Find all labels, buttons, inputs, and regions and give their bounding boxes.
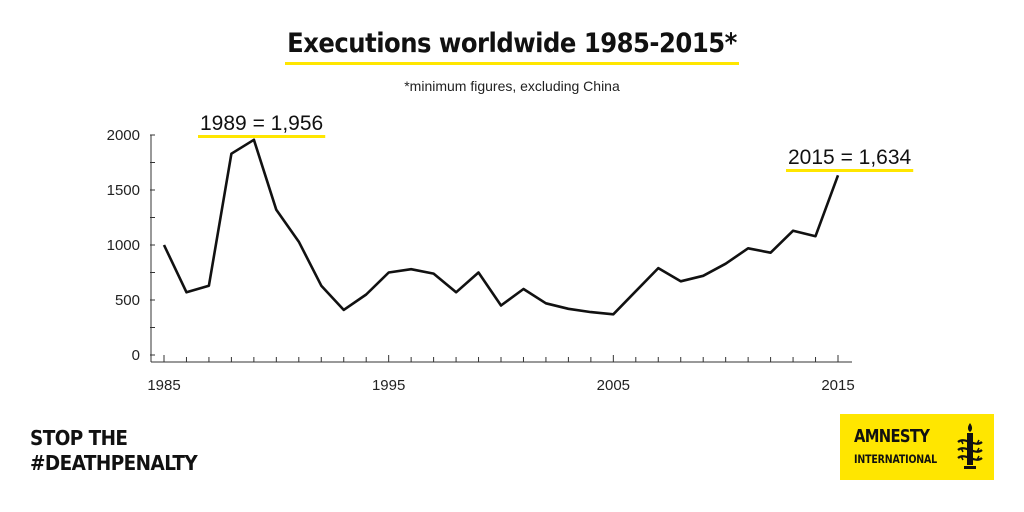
annotation-text: 1989 = 1,956 (200, 112, 323, 135)
logo-name: AMNESTY (854, 426, 930, 447)
candle-barbed-wire-icon (957, 423, 983, 469)
campaign-slogan: STOP THE #DEATHPENALTY (30, 426, 198, 476)
amnesty-logo: AMNESTY INTERNATIONAL (840, 414, 994, 480)
x-tick-label: 2005 (597, 377, 630, 394)
annotation-2015: 2015 = 1,634 (786, 146, 914, 172)
y-tick-label: 1500 (107, 182, 140, 199)
y-tick-label: 500 (115, 292, 140, 309)
x-tick-label: 1995 (372, 377, 405, 394)
annotation-1989: 1989 = 1,956 (198, 112, 326, 138)
y-tick-label: 0 (132, 347, 140, 364)
x-tick-label: 1985 (147, 377, 180, 394)
chart-subtitle: *minimum figures, excluding China (404, 78, 620, 94)
chart-title: Executions worldwide 1985-2015* (285, 28, 739, 65)
annotation-value: 1,956 (271, 112, 324, 135)
campaign-hashtag: #DEATHPENALTY (30, 451, 198, 475)
annotation-underline (786, 169, 914, 172)
x-tick-label: 2015 (821, 377, 854, 394)
y-axis-ticks: 0 500 1000 1500 2000 (107, 127, 140, 364)
series-line-executions (162, 138, 840, 316)
annotation-equals: = (841, 146, 859, 169)
x-axis-ticks: 1985 1995 2005 2015 (147, 377, 854, 394)
chart-annotations: 1989 = 1,956 2015 = 1,634 (198, 112, 914, 172)
campaign-line-1: STOP THE (30, 426, 128, 450)
logo-subname: INTERNATIONAL (854, 452, 938, 466)
chart-axes (150, 134, 852, 363)
annotation-underline (198, 135, 326, 138)
annotation-equals: = (253, 112, 271, 135)
y-tick-label: 2000 (107, 127, 140, 144)
y-tick-label: 1000 (107, 237, 140, 254)
annotation-value: 1,634 (859, 146, 912, 169)
annotation-year: 1989 (200, 112, 253, 135)
annotation-year: 2015 (788, 146, 841, 169)
annotation-text: 2015 = 1,634 (788, 146, 912, 169)
